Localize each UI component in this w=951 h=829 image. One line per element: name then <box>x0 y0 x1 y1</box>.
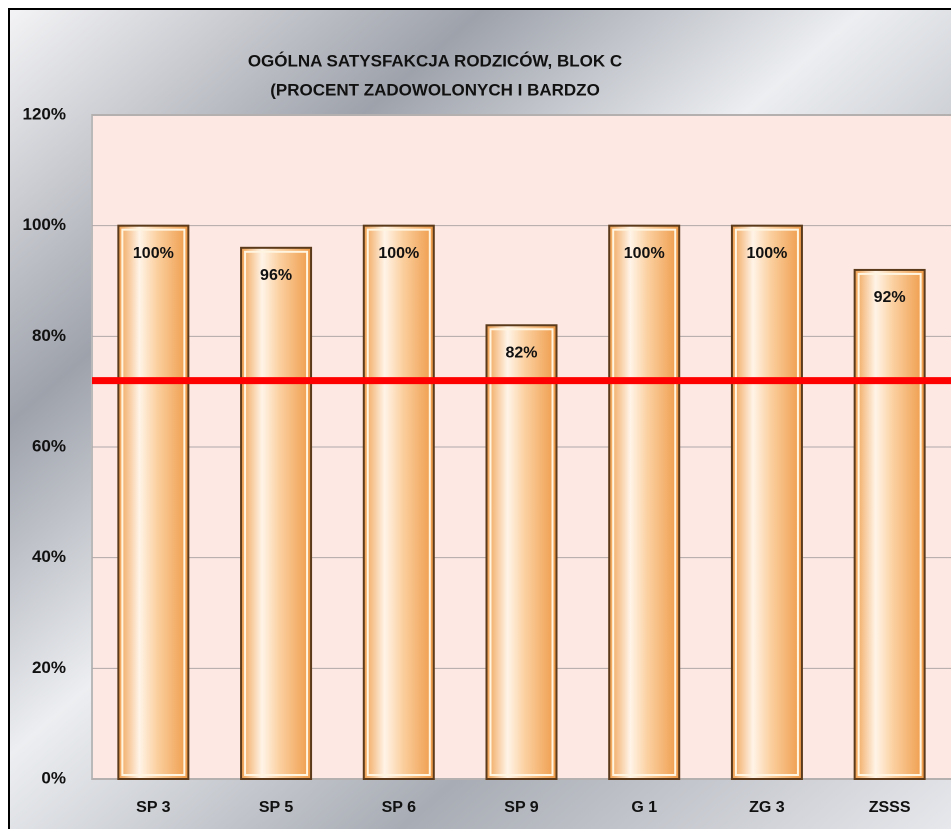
y-tick-label: 0% <box>41 768 66 787</box>
bar <box>117 224 190 780</box>
y-tick-label: 80% <box>32 326 66 345</box>
chart-title: (PROCENT ZADOWOLONYCH I BARDZO <box>270 80 600 99</box>
bar <box>240 246 313 781</box>
bar-bevel <box>121 228 186 776</box>
bar-bevel <box>244 250 309 777</box>
value-label: 92% <box>874 289 906 306</box>
bar-bevel <box>366 228 431 776</box>
value-label: 96% <box>260 267 292 284</box>
y-tick-label: 100% <box>23 215 66 234</box>
y-tick-label: 60% <box>32 436 66 455</box>
chart-title: OGÓLNA SATYSFAKCJA RODZICÓW, BLOK C <box>248 51 622 70</box>
x-tick-label: ZG 3 <box>749 799 785 816</box>
y-tick-label: 40% <box>32 547 66 566</box>
value-label: 100% <box>378 245 419 262</box>
bar <box>485 324 558 780</box>
bar <box>362 224 435 780</box>
bar-bevel <box>612 228 677 776</box>
value-label: 100% <box>624 245 665 262</box>
x-tick-label: SP 3 <box>136 799 171 816</box>
bar-bevel <box>489 328 554 776</box>
bar <box>730 224 803 780</box>
value-label: 100% <box>746 245 787 262</box>
x-tick-label: ZSSS <box>869 799 911 816</box>
y-tick-label: 120% <box>23 104 66 123</box>
bar-bevel <box>857 272 922 776</box>
value-label: 82% <box>505 344 537 361</box>
x-tick-label: SP 9 <box>504 799 539 816</box>
x-tick-label: SP 6 <box>382 799 417 816</box>
bar <box>608 224 681 780</box>
bar-bevel <box>734 228 799 776</box>
value-label: 100% <box>133 245 174 262</box>
bar <box>853 268 926 780</box>
x-tick-label: SP 5 <box>259 799 294 816</box>
y-tick-label: 20% <box>32 658 66 677</box>
x-tick-label: G 1 <box>631 799 657 816</box>
